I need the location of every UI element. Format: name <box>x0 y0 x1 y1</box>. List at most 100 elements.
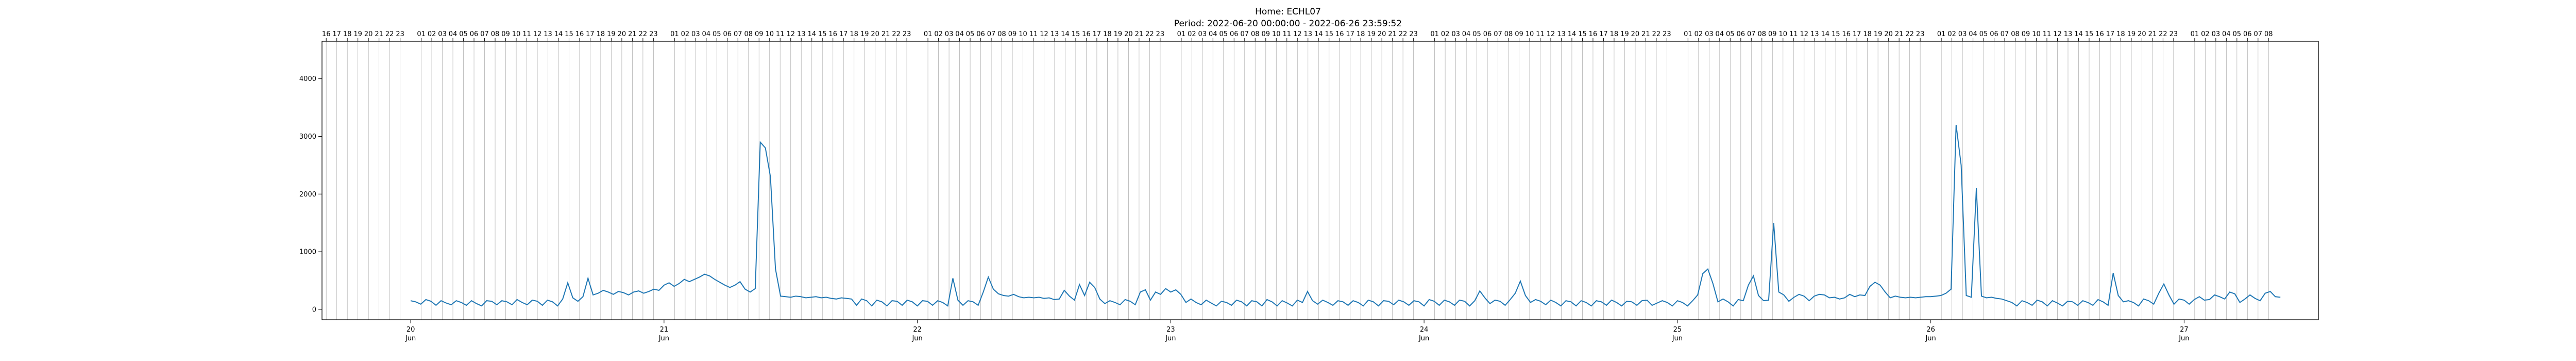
top-tick-label: 20 <box>618 30 626 38</box>
top-tick-label: 21 <box>1388 30 1397 38</box>
top-tick-label: 09 <box>1768 30 1777 38</box>
top-tick-label: 09 <box>1008 30 1017 38</box>
top-tick-label: 20 <box>1378 30 1386 38</box>
x-tick-day: 24 <box>1420 326 1429 334</box>
top-tick-label: 07 <box>1494 30 1502 38</box>
top-tick-label: 11 <box>776 30 785 38</box>
top-tick-label: 13 <box>1303 30 1312 38</box>
top-tick-label: 16 <box>322 30 331 38</box>
top-tick-label: 12 <box>533 30 542 38</box>
chart-title-period: Period: 2022-06-20 00:00:00 - 2022-06-26… <box>1174 19 1402 29</box>
top-tick-label: 21 <box>375 30 383 38</box>
top-tick-label: 23 <box>396 30 404 38</box>
top-tick-label: 21 <box>1641 30 1650 38</box>
top-tick-label: 01 <box>924 30 933 38</box>
x-tick-day: 22 <box>913 326 922 334</box>
top-tick-label: 21 <box>2148 30 2157 38</box>
top-tick-label: 03 <box>1198 30 1207 38</box>
top-tick-label: 21 <box>1135 30 1144 38</box>
top-tick-label: 03 <box>945 30 954 38</box>
top-tick-label: 08 <box>1504 30 1513 38</box>
top-tick-label: 07 <box>734 30 742 38</box>
top-tick-label: 07 <box>987 30 996 38</box>
top-tick-label: 08 <box>2264 30 2273 38</box>
top-tick-label: 18 <box>2116 30 2125 38</box>
top-tick-label: 08 <box>997 30 1006 38</box>
top-tick-label: 01 <box>1177 30 1186 38</box>
top-tick-label: 18 <box>1103 30 1112 38</box>
y-tick-label: 2000 <box>299 191 316 199</box>
x-tick-day: 25 <box>1673 326 1682 334</box>
top-tick-label: 01 <box>2191 30 2199 38</box>
top-tick-label: 11 <box>1282 30 1291 38</box>
top-tick-label: 18 <box>850 30 858 38</box>
top-tick-label: 10 <box>1526 30 1534 38</box>
top-tick-label: 23 <box>1409 30 1418 38</box>
top-tick-label: 12 <box>1800 30 1808 38</box>
y-tick-label: 4000 <box>299 75 316 83</box>
top-tick-label: 03 <box>691 30 700 38</box>
top-tick-label: 03 <box>1451 30 1460 38</box>
top-tick-label: 23 <box>1156 30 1165 38</box>
top-tick-label: 21 <box>628 30 637 38</box>
top-tick-label: 10 <box>1019 30 1027 38</box>
top-tick-label: 12 <box>2053 30 2062 38</box>
top-tick-label: 01 <box>1684 30 1692 38</box>
x-tick-day: 27 <box>2180 326 2189 334</box>
top-tick-label: 11 <box>1029 30 1038 38</box>
top-tick-label: 05 <box>713 30 721 38</box>
top-tick-label: 13 <box>1557 30 1566 38</box>
top-tick-label: 22 <box>1652 30 1661 38</box>
top-tick-label: 22 <box>639 30 648 38</box>
top-tick-label: 23 <box>903 30 911 38</box>
hourly-grid <box>326 41 2269 320</box>
x-tick-month: Jun <box>658 335 669 342</box>
top-tick-label: 09 <box>1262 30 1270 38</box>
top-tick-label: 07 <box>1747 30 1756 38</box>
top-tick-label: 02 <box>934 30 943 38</box>
top-tick-label: 05 <box>1219 30 1228 38</box>
top-tick-label: 11 <box>1789 30 1798 38</box>
chart-title-home: Home: ECHL07 <box>1255 7 1321 17</box>
top-tick-label: 17 <box>1093 30 1101 38</box>
top-tick-label: 17 <box>2106 30 2115 38</box>
top-tick-label: 16 <box>1589 30 1598 38</box>
top-tick-label: 15 <box>565 30 573 38</box>
top-tick-label: 23 <box>2170 30 2178 38</box>
y-axis: 0 1000 2000 3000 4000 <box>299 75 322 314</box>
top-tick-label: 13 <box>1050 30 1059 38</box>
top-tick-label: 03 <box>1958 30 1967 38</box>
top-tick-label: 04 <box>1209 30 1217 38</box>
power-line <box>410 124 2281 307</box>
top-tick-label: 12 <box>1293 30 1302 38</box>
top-tick-label: 22 <box>1905 30 1914 38</box>
top-tick-label: 02 <box>2201 30 2210 38</box>
x-tick-month: Jun <box>911 335 922 342</box>
top-tick-label: 09 <box>1515 30 1523 38</box>
top-tick-label: 19 <box>1874 30 1883 38</box>
top-tick-label: 09 <box>2022 30 2030 38</box>
top-tick-label: 11 <box>522 30 531 38</box>
top-tick-label: 18 <box>343 30 352 38</box>
x-tick-month: Jun <box>1925 335 1936 342</box>
top-tick-label: 20 <box>871 30 879 38</box>
y-tick-label: 1000 <box>299 249 316 256</box>
top-tick-label: 01 <box>1937 30 1946 38</box>
top-tick-label: 17 <box>586 30 595 38</box>
top-tick-label: 14 <box>554 30 563 38</box>
top-tick-label: 15 <box>1072 30 1080 38</box>
top-tick-label: 06 <box>2243 30 2252 38</box>
top-tick-label: 10 <box>765 30 774 38</box>
top-tick-label: 18 <box>1357 30 1365 38</box>
top-tick-label: 14 <box>1821 30 1829 38</box>
top-tick-label: 17 <box>1853 30 1861 38</box>
top-tick-label: 12 <box>786 30 795 38</box>
top-tick-label: 06 <box>470 30 479 38</box>
top-tick-label: 04 <box>2222 30 2231 38</box>
top-tick-label: 18 <box>1610 30 1619 38</box>
top-tick-label: 12 <box>1040 30 1048 38</box>
plot-frame <box>321 41 2319 320</box>
top-tick-label: 04 <box>955 30 964 38</box>
